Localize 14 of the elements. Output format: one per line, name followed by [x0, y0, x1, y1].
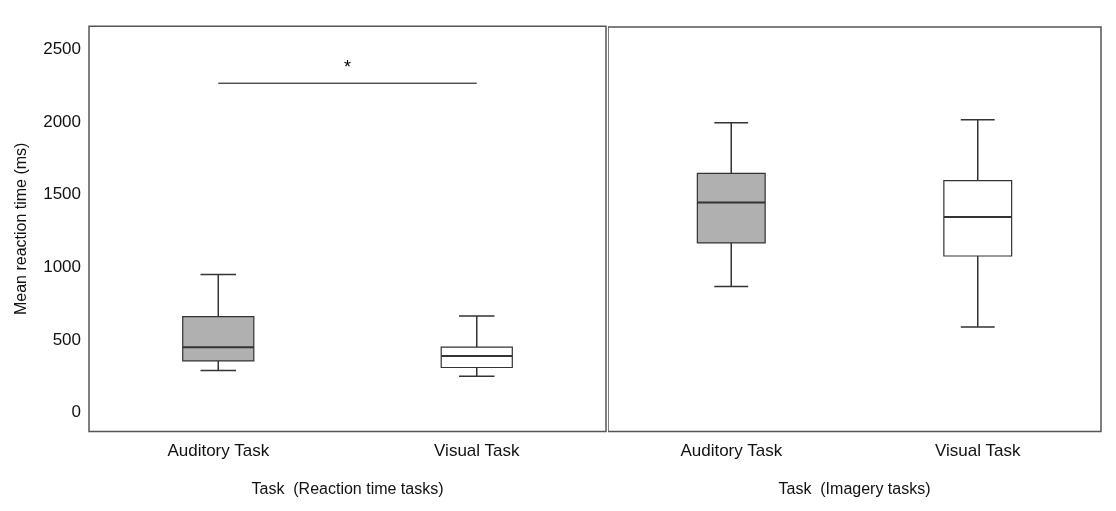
y-tick-label: 2500 — [43, 39, 82, 59]
annotation: * — [344, 57, 352, 78]
x-tick-label: Visual Task — [935, 441, 1021, 461]
x-tick-label: Visual Task — [434, 441, 520, 461]
y-tick-label: 2000 — [43, 111, 82, 131]
y-tick-label: 1500 — [43, 184, 82, 204]
y-tick-label: 1000 — [43, 256, 82, 276]
x-axis-title: Task (Imagery tasks) — [778, 479, 931, 497]
x-tick-label: Auditory Task — [680, 441, 783, 461]
y-axis-title: Mean reaction time (ms) — [12, 142, 30, 316]
y-tick-label: 0 — [71, 402, 82, 422]
x-axis-title: Task (Reaction time tasks) — [251, 479, 444, 497]
x-tick-label: Auditory Task — [167, 441, 270, 461]
y-tick-label: 500 — [52, 329, 82, 349]
